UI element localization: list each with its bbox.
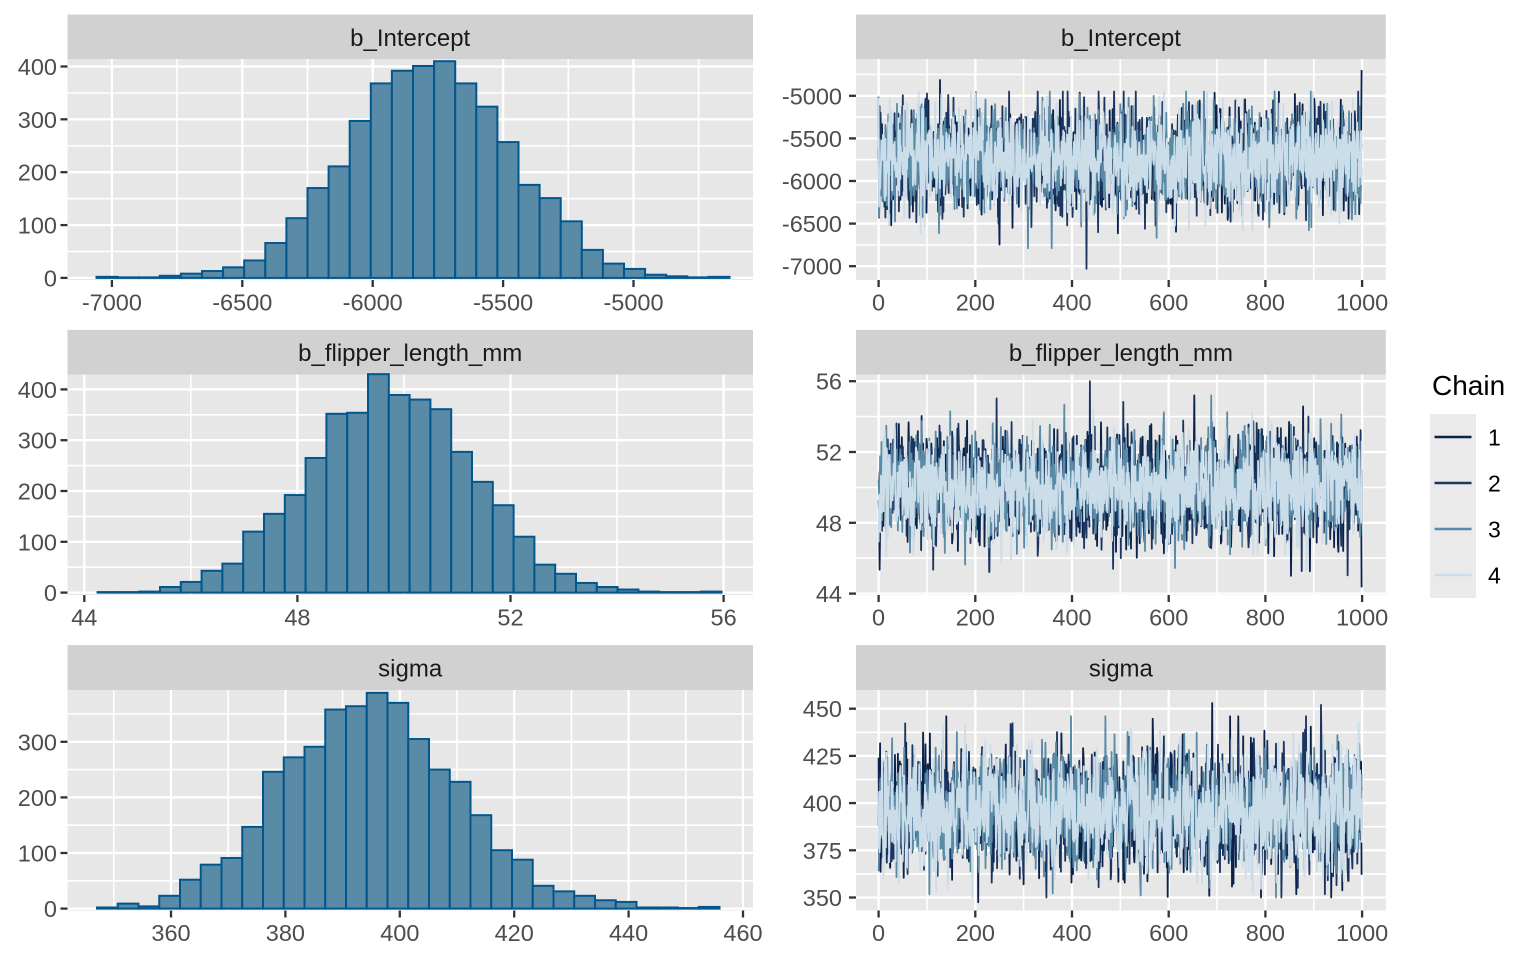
svg-text:48: 48 [816, 510, 842, 536]
svg-text:b_flipper_length_mm: b_flipper_length_mm [1009, 340, 1233, 367]
svg-text:300: 300 [18, 729, 57, 755]
svg-text:-7000: -7000 [782, 254, 842, 280]
svg-text:0: 0 [44, 265, 57, 291]
svg-text:1000: 1000 [1336, 289, 1388, 315]
svg-text:360: 360 [151, 920, 190, 946]
svg-text:sigma: sigma [1089, 656, 1154, 683]
svg-text:380: 380 [266, 920, 305, 946]
svg-text:sigma: sigma [378, 656, 443, 683]
svg-text:100: 100 [18, 213, 57, 239]
svg-text:600: 600 [1149, 920, 1188, 946]
svg-text:Chain: Chain [1432, 370, 1505, 401]
svg-text:b_Intercept: b_Intercept [350, 25, 470, 52]
svg-text:200: 200 [956, 604, 995, 630]
svg-text:100: 100 [18, 841, 57, 867]
svg-text:425: 425 [803, 743, 842, 769]
svg-text:-5500: -5500 [782, 126, 842, 152]
svg-text:-5000: -5000 [603, 289, 663, 315]
svg-text:300: 300 [18, 428, 57, 454]
svg-text:460: 460 [723, 920, 762, 946]
svg-text:b_flipper_length_mm: b_flipper_length_mm [298, 340, 522, 367]
svg-text:200: 200 [956, 920, 995, 946]
svg-text:4: 4 [1488, 562, 1501, 588]
svg-text:200: 200 [18, 160, 57, 186]
svg-text:56: 56 [711, 604, 737, 630]
svg-text:2: 2 [1488, 470, 1501, 496]
svg-text:200: 200 [956, 289, 995, 315]
svg-text:-6000: -6000 [343, 289, 403, 315]
svg-text:0: 0 [44, 580, 57, 606]
svg-text:400: 400 [18, 377, 57, 403]
svg-text:450: 450 [803, 696, 842, 722]
svg-text:800: 800 [1246, 604, 1285, 630]
svg-text:-5500: -5500 [473, 289, 533, 315]
svg-text:800: 800 [1246, 289, 1285, 315]
svg-text:0: 0 [872, 289, 885, 315]
svg-text:400: 400 [18, 54, 57, 80]
svg-text:100: 100 [18, 529, 57, 555]
svg-text:-6000: -6000 [782, 169, 842, 195]
svg-text:400: 400 [1052, 289, 1091, 315]
svg-text:200: 200 [18, 785, 57, 811]
svg-text:-6500: -6500 [212, 289, 272, 315]
svg-text:-6500: -6500 [782, 211, 842, 237]
svg-text:350: 350 [803, 885, 842, 911]
svg-text:0: 0 [872, 604, 885, 630]
svg-text:52: 52 [497, 604, 523, 630]
svg-text:600: 600 [1149, 604, 1188, 630]
svg-text:44: 44 [71, 604, 97, 630]
svg-text:440: 440 [609, 920, 648, 946]
svg-text:3: 3 [1488, 516, 1501, 542]
svg-text:-7000: -7000 [82, 289, 142, 315]
svg-text:1: 1 [1488, 424, 1501, 450]
svg-text:800: 800 [1246, 920, 1285, 946]
svg-text:400: 400 [1052, 920, 1091, 946]
svg-text:b_Intercept: b_Intercept [1061, 25, 1181, 52]
svg-text:0: 0 [44, 896, 57, 922]
svg-text:400: 400 [380, 920, 419, 946]
svg-text:52: 52 [816, 440, 842, 466]
svg-text:400: 400 [803, 791, 842, 817]
svg-text:0: 0 [872, 920, 885, 946]
svg-text:44: 44 [816, 581, 842, 607]
svg-text:48: 48 [284, 604, 310, 630]
svg-text:1000: 1000 [1336, 604, 1388, 630]
svg-text:1000: 1000 [1336, 920, 1388, 946]
svg-text:-5000: -5000 [782, 83, 842, 109]
svg-text:375: 375 [803, 838, 842, 864]
svg-text:300: 300 [18, 107, 57, 133]
svg-text:200: 200 [18, 479, 57, 505]
svg-text:400: 400 [1052, 604, 1091, 630]
svg-text:420: 420 [495, 920, 534, 946]
svg-text:600: 600 [1149, 289, 1188, 315]
svg-text:56: 56 [816, 369, 842, 395]
